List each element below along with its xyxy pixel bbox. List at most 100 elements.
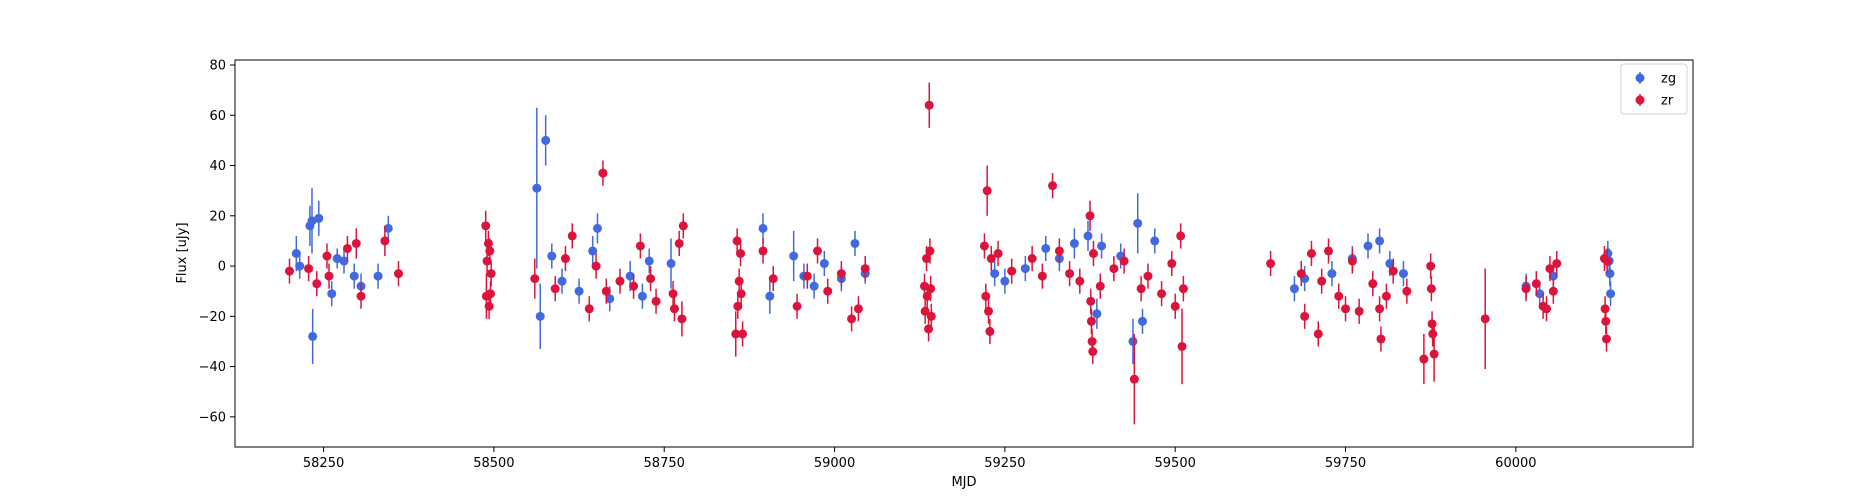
data-point — [484, 301, 494, 311]
data-point — [1521, 284, 1531, 294]
data-point — [666, 259, 676, 269]
data-point — [1428, 329, 1438, 339]
y-tick-label: −40 — [199, 360, 226, 375]
data-point — [1083, 231, 1093, 241]
data-point — [678, 221, 688, 231]
data-point — [1385, 259, 1395, 269]
legend-marker-icon — [1635, 95, 1645, 105]
data-point — [765, 291, 775, 301]
data-point — [1128, 336, 1138, 346]
data-point — [1041, 243, 1051, 253]
data-point — [1177, 341, 1187, 351]
data-point — [351, 238, 361, 248]
data-point — [1606, 289, 1616, 299]
data-point — [768, 274, 778, 284]
data-point — [674, 238, 684, 248]
data-point — [1289, 284, 1299, 294]
x-tick-label: 59750 — [1325, 456, 1366, 471]
data-point — [736, 249, 746, 258]
y-tick-label: 40 — [209, 159, 226, 174]
data-point — [486, 269, 496, 279]
y-tick-label: 80 — [209, 59, 226, 74]
data-point — [1542, 304, 1552, 314]
data-point — [1176, 231, 1186, 241]
data-point — [802, 271, 812, 281]
data-point — [557, 276, 567, 286]
data-point — [1306, 249, 1316, 258]
data-point — [1548, 271, 1558, 281]
data-point — [1426, 261, 1436, 271]
data-point — [373, 271, 383, 281]
data-point — [990, 269, 1000, 279]
data-point — [668, 289, 678, 299]
x-tick-label: 60000 — [1495, 456, 1536, 471]
data-point — [1341, 304, 1351, 314]
data-point — [532, 183, 542, 193]
data-point — [291, 249, 301, 258]
data-point — [1086, 296, 1096, 306]
data-point — [736, 289, 746, 299]
data-point — [1088, 249, 1098, 258]
x-tick-label: 59250 — [984, 456, 1025, 471]
data-point — [394, 269, 404, 279]
legend-marker-icon — [1635, 73, 1645, 83]
data-point — [588, 246, 598, 256]
data-point — [285, 266, 295, 276]
data-point — [809, 281, 819, 291]
data-point — [1027, 254, 1037, 264]
data-point — [332, 254, 342, 264]
data-point — [629, 281, 639, 291]
data-point — [925, 246, 935, 256]
data-point — [380, 236, 390, 246]
data-point — [732, 236, 742, 246]
data-point — [1020, 264, 1030, 274]
data-point — [1136, 284, 1146, 294]
y-tick-label: 60 — [209, 109, 226, 124]
plot-area — [234, 59, 1694, 448]
x-tick-label: 58750 — [644, 456, 685, 471]
data-point — [1300, 311, 1310, 321]
data-point — [547, 251, 557, 261]
data-point — [383, 223, 393, 233]
data-point — [1170, 301, 1180, 311]
data-point — [1375, 304, 1385, 314]
data-point — [926, 284, 936, 294]
data-point — [550, 284, 560, 294]
data-point — [339, 256, 349, 266]
data-point — [605, 294, 615, 304]
data-point — [985, 326, 995, 336]
data-point — [1601, 316, 1611, 326]
data-point — [1602, 256, 1612, 266]
data-point — [535, 311, 545, 321]
data-point — [1048, 181, 1058, 191]
x-tick-label: 58250 — [303, 456, 344, 471]
data-point — [669, 304, 679, 314]
data-point — [592, 223, 602, 233]
data-point — [560, 254, 570, 264]
data-point — [1092, 309, 1102, 319]
data-point — [1007, 266, 1017, 276]
data-point — [651, 296, 661, 306]
data-point — [853, 304, 863, 314]
data-point — [1266, 259, 1276, 269]
data-point — [1313, 329, 1323, 339]
data-point — [1545, 264, 1555, 274]
data-point — [819, 259, 829, 269]
data-point — [1054, 246, 1064, 256]
legend-box — [1620, 63, 1688, 115]
data-point — [1138, 316, 1148, 326]
x-tick-label: 58500 — [473, 456, 514, 471]
data-point — [1119, 256, 1129, 266]
data-point — [984, 306, 994, 316]
data-point — [1368, 279, 1378, 289]
data-point — [295, 261, 305, 271]
data-point — [922, 291, 932, 301]
y-tick-label: 0 — [218, 260, 226, 275]
data-point — [1088, 347, 1098, 357]
data-point — [574, 286, 584, 296]
legend-entries: zg zr — [1635, 72, 1676, 109]
data-point — [981, 291, 991, 301]
data-point — [1129, 374, 1139, 384]
data-point — [850, 238, 860, 248]
